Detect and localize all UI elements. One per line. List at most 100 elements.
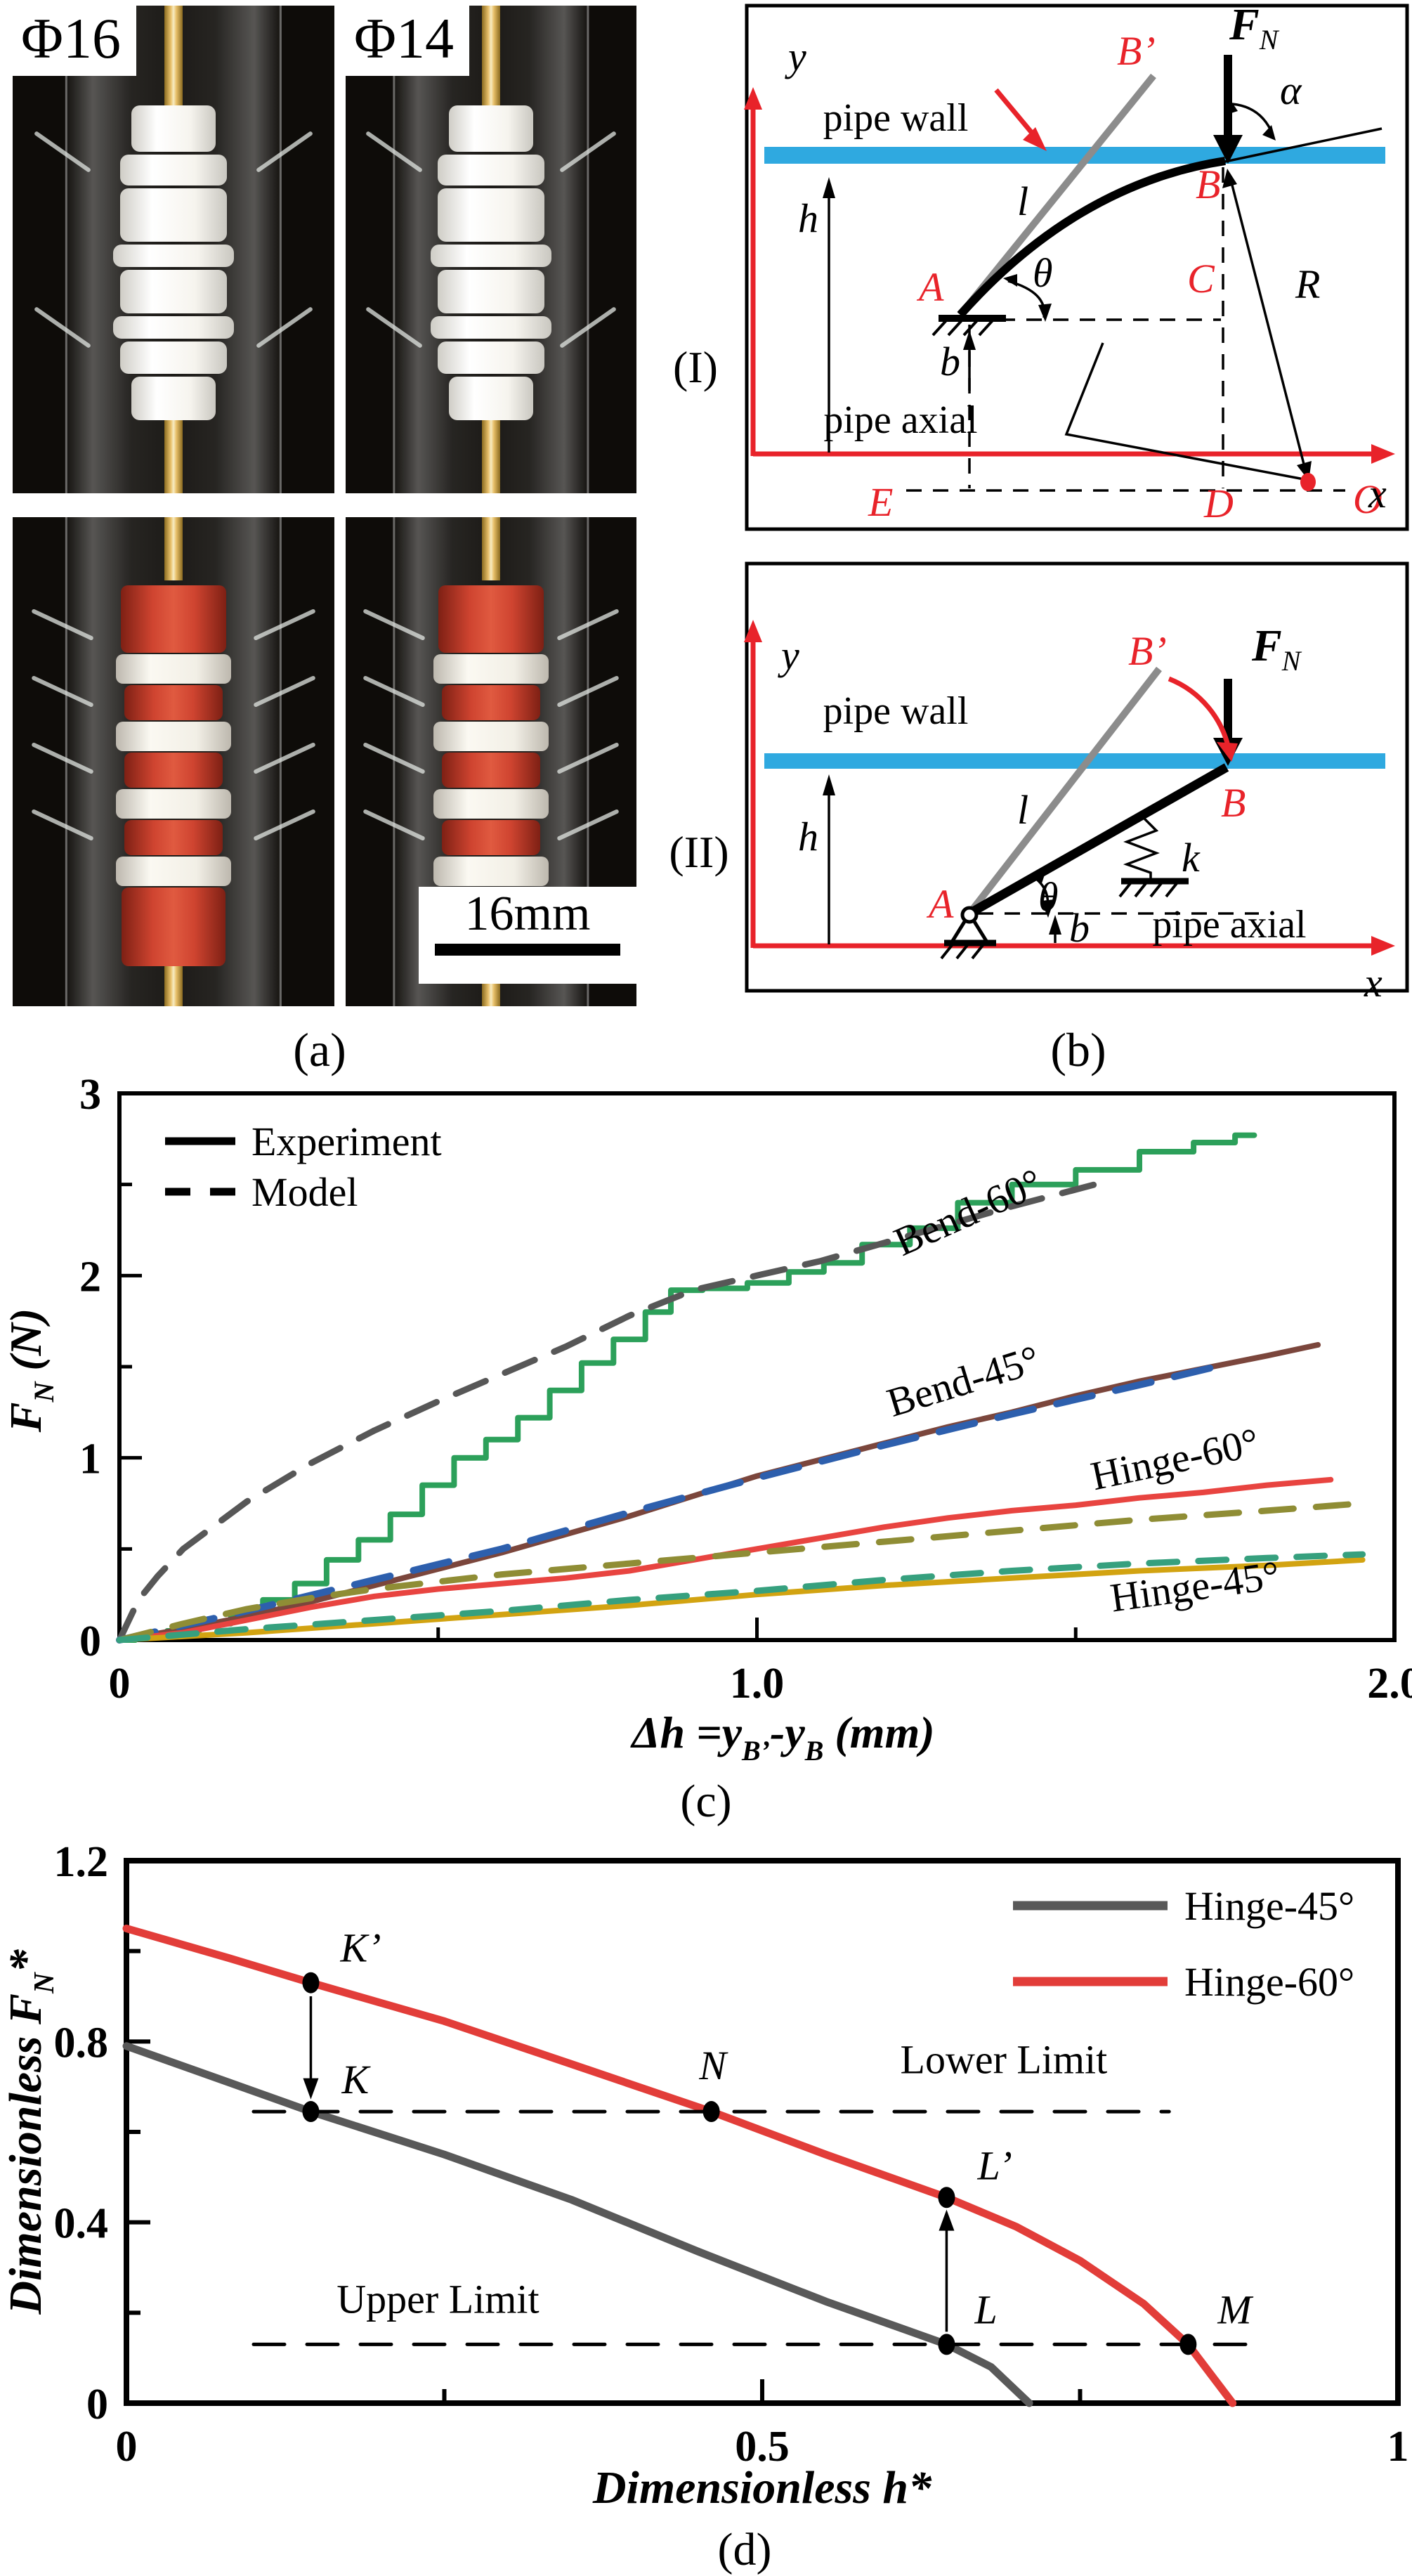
data-point-label: L’ [976,2142,1012,2188]
x-tick-label: 0.5 [735,2423,790,2471]
rod [164,964,183,1006]
anchor-device-white [113,104,234,422]
label-theta: θ [1033,250,1053,296]
y-axis-label: Dimensionless FN* [0,1949,60,2315]
transfer-arrow-head-icon [303,2078,319,2100]
rigid-rod [967,763,1229,918]
roman-numeral-I: (I) [673,342,718,392]
caption-c: (c) [680,1776,731,1827]
label-alpha: α [1280,67,1302,113]
legend-label: Experiment [251,1119,442,1164]
diameter-text: Φ16 [21,6,121,70]
data-point-label: L [974,2286,997,2332]
label-theta: θ [1038,874,1059,920]
label-E: E [868,479,893,525]
caption-a: (a) [293,1023,346,1076]
legend-label: Hinge-60° [1184,1959,1354,2005]
caption-d: (d) [718,2524,772,2575]
x-tick-label: 2.0 [1367,1660,1412,1707]
data-point-label: N [698,2043,728,2088]
y-axis-arrow-icon [744,87,762,110]
data-point-label: K’ [339,1925,381,1971]
y-tick-label: 0.8 [54,2019,109,2067]
rotation-arrow [1168,676,1232,753]
photo-pipe16-segmented-anchor [13,517,334,1006]
y-axis-label: FN (N) [1,1308,60,1433]
h-arrow-icon [823,774,835,795]
annotation-label: Lower Limit [901,2036,1108,2082]
rod [164,517,183,580]
pipe-wall-bar [764,753,1385,769]
rod [164,6,183,111]
anchor-device-red [116,585,231,967]
y-axis-arrow-icon [744,620,762,642]
label-B-prime: B’ [1117,28,1156,74]
x-tick-label: 0 [116,2423,138,2471]
data-point-K’ [302,1972,320,1993]
annotation-label: Bend-60° [887,1159,1049,1265]
data-point-L’ [938,2187,955,2209]
label-D: D [1203,481,1234,526]
label-l: l [1017,178,1028,224]
series-bend60-experiment [117,1132,1257,1643]
chart-c-content: 0 1.0 2.00123Bend-60°Bend-45°Hinge-60°Hing… [1,1071,1412,1827]
label-pipe-axial: pipe axial [823,398,977,442]
y-tick-label: 1.2 [54,1838,109,1886]
roman-numeral-II: (II) [669,827,729,877]
diameter-label-16: Φ16 [13,6,136,76]
data-point-label: K [341,2057,371,2102]
label-C: C [1187,256,1215,301]
label-O: O [1353,476,1382,522]
label-pipe-wall: pipe wall [823,96,969,140]
scale-bar-label: 16mm [464,887,591,941]
series-hinge45-experiment [117,1556,1366,1643]
caption-b: (b) [1050,1023,1106,1076]
label-F: FN [1251,620,1302,677]
rotation-arrow-head-icon [1217,742,1238,762]
pin-joint [960,906,979,924]
diameter-label-14: Φ14 [346,6,469,76]
pointer-arrow-head-icon [1023,127,1047,151]
photo-pipe14-straight-anchor: Φ14 [346,6,636,493]
diagram-bending-model: y pipe wall B’ FN α l B h θ A C R b pipe… [744,0,1409,531]
y-tick-label: 0 [79,1618,101,1665]
photo-pipe16-straight-anchor: Φ16 [13,6,334,493]
label-y: y [778,632,799,678]
series-hinge45-model [116,1551,1366,1644]
label-B-prime: B’ [1128,628,1167,674]
center-O-dot [1300,473,1316,491]
x-tick-label: 1.0 [730,1660,785,1707]
legend-label: Model [251,1169,358,1215]
b-arrow-icon [963,330,976,350]
label-A: A [916,264,944,310]
label-pipe-axial: pipe axial [1152,903,1306,947]
y-tick-label: 1 [79,1436,101,1483]
label-x: x [1364,960,1382,1006]
transfer-arrow-head-icon [939,2209,955,2231]
series-hinge60-experiment [117,1476,1334,1643]
annotation-label: Upper Limit [336,2276,539,2322]
scale-bar-line [435,944,620,956]
rod [482,517,500,580]
label-h: h [798,814,818,859]
y-tick-label: 2 [79,1253,101,1301]
label-l: l [1017,787,1028,833]
label-b: b [1069,905,1090,951]
rod [482,6,500,111]
data-point-M [1179,2334,1197,2355]
label-R: R [1295,261,1320,307]
label-h: h [798,195,818,241]
x-axis-arrow-icon [1371,936,1395,956]
data-point-L [938,2334,955,2355]
label-pipe-wall: pipe wall [823,689,969,733]
b-arrow-icon [1049,915,1061,935]
label-y: y [785,34,806,79]
chart-force-vs-displacement: 0 1.0 2.00123Bend-60°Bend-45°Hinge-60°Hing… [1,1071,1412,1827]
torsion-spring [1123,815,1160,880]
y-tick-label: 0 [86,2381,108,2428]
x-tick-label: 0 [109,1660,131,1707]
anchor-device-white [431,104,551,422]
x-axis-label: Dimensionless h* [592,2462,932,2513]
chart-dimensionless-force-vs-h: 0 0.5 1 0 0.4 0.8 1.2 Lower Limit Upper Limit K’ K… [0,1838,1409,2575]
